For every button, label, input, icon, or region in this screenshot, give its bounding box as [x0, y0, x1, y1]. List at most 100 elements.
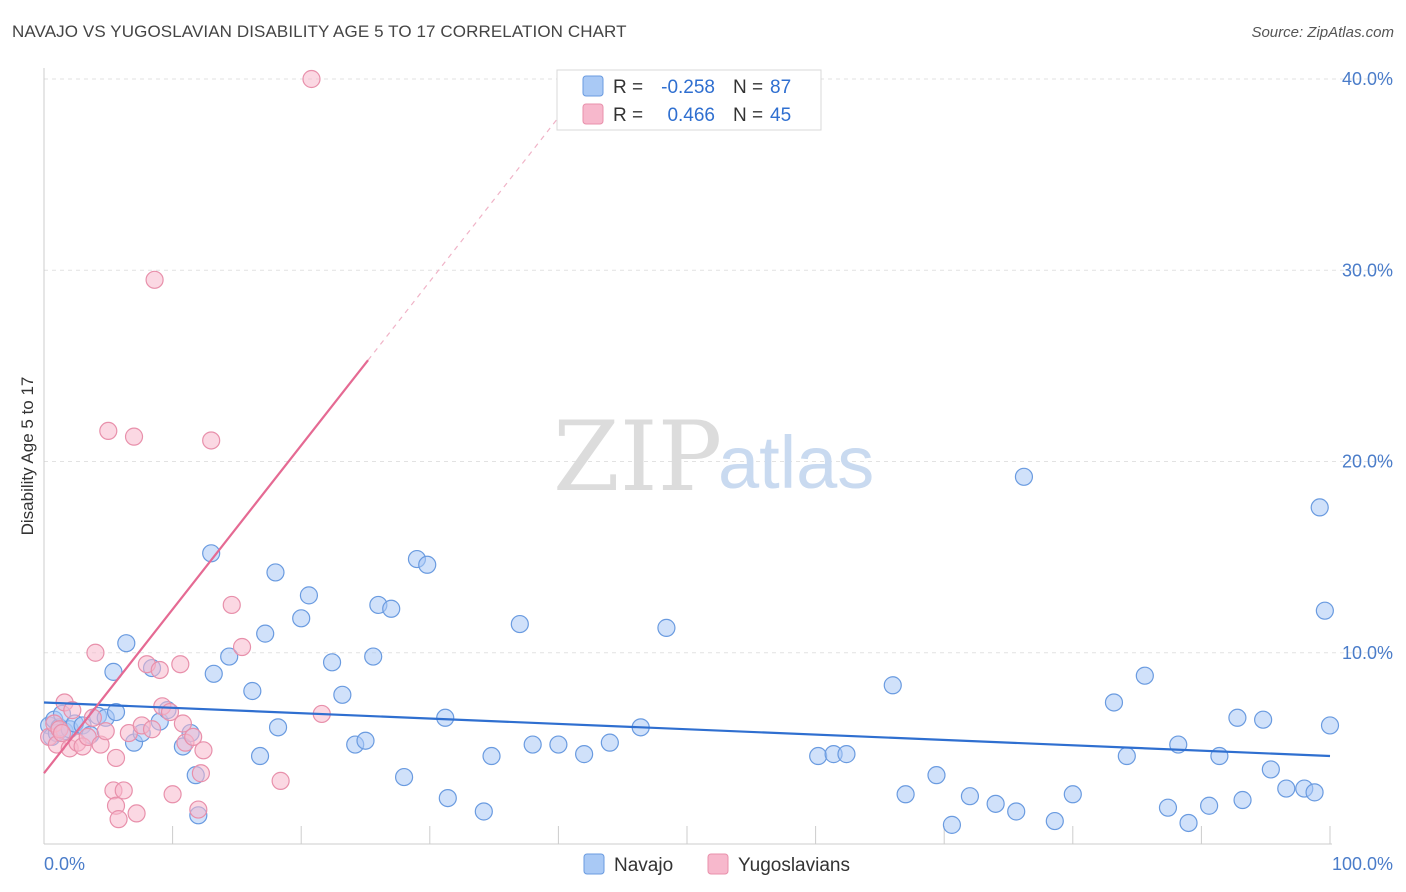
navajo-point: [418, 555, 437, 574]
navajo-point: [1261, 760, 1280, 779]
yugoslavian-point: [124, 427, 144, 446]
source-credit: Source: ZipAtlas.com: [1251, 24, 1394, 41]
navajo-point: [482, 746, 501, 766]
navajo-point: [960, 787, 980, 806]
navajo-point: [436, 708, 455, 727]
yugoslavian-point: [191, 764, 210, 783]
navajo-point: [220, 647, 239, 666]
yugoslavian-point: [194, 741, 213, 760]
yugoslavian-trend-extension: [367, 117, 559, 361]
yugoslavian-point: [173, 714, 192, 733]
navajo-point: [1104, 693, 1124, 712]
yugoslavian-point: [184, 727, 203, 747]
navajo-point: [1045, 811, 1064, 831]
navajo-point: [1014, 467, 1034, 486]
yugoslavian-point: [142, 720, 162, 739]
navajo-point: [438, 788, 457, 808]
y-tick-label: 40.0%: [1342, 69, 1393, 89]
axes: [43, 68, 1332, 845]
correlation-legend: R = -0.258 N = 87 R = 0.466 N = 45: [556, 69, 822, 131]
navajo-point: [1228, 708, 1247, 727]
navajo-point: [268, 718, 288, 737]
legend-r-value-yugoslavians: 0.466: [667, 105, 715, 126]
yugoslavian-point: [63, 701, 82, 720]
series-legend-label-navajo: Navajo: [614, 855, 673, 876]
legend-r-label-yugoslavians: R =: [613, 105, 643, 126]
navajo-point: [1063, 785, 1082, 804]
yugoslavian-point: [171, 655, 190, 674]
yugoslavian-point: [232, 637, 252, 657]
navajo-point: [510, 614, 529, 634]
navajo-point: [292, 609, 311, 628]
y-axis-label: Disability Age 5 to 17: [18, 377, 37, 536]
yugoslavian-point: [114, 781, 133, 800]
navajo-points: [40, 467, 1340, 834]
navajo-point: [356, 731, 375, 750]
yugoslavian-point: [202, 431, 221, 450]
navajo-trend-line: [43, 701, 1331, 758]
yugoslavian-point: [163, 785, 182, 804]
yugoslavian-point: [127, 804, 146, 823]
navajo-point: [382, 599, 401, 618]
navajo-point: [1277, 779, 1296, 798]
y-tick-label: 30.0%: [1342, 260, 1393, 280]
series-legend-swatch-navajo: [583, 853, 605, 875]
legend-r-value-navajo: -0.258: [661, 77, 715, 98]
navajo-point: [250, 746, 270, 766]
navajo-point: [1179, 813, 1198, 833]
yugoslavian-point: [271, 771, 290, 790]
navajo-point: [986, 794, 1005, 813]
yugoslavian-point: [145, 270, 164, 289]
navajo-point: [1315, 601, 1334, 620]
navajo-point: [104, 662, 123, 681]
x-tick-label: 100.0%: [1332, 854, 1393, 874]
navajo-point: [896, 785, 915, 804]
navajo-point: [927, 766, 946, 785]
x-tick-labels: 0.0% 100.0%: [44, 854, 1393, 874]
yugoslavian-point: [99, 421, 118, 440]
x-tick-label: 0.0%: [44, 854, 85, 874]
navajo-point: [1135, 666, 1154, 685]
navajo-point: [549, 735, 568, 754]
yugoslavian-point: [189, 800, 208, 819]
navajo-point: [1310, 498, 1329, 517]
navajo-point: [837, 745, 856, 764]
legend-swatch-yugoslavians: [582, 103, 604, 125]
gridlines: [44, 78, 1392, 654]
yugoslavian-point: [222, 595, 241, 615]
series-legend-label-yugoslavians: Yugoslavians: [738, 855, 850, 876]
navajo-point: [204, 664, 223, 683]
series-legend-swatch-yugoslavians: [707, 853, 729, 875]
yugoslavian-point: [52, 723, 72, 743]
y-tick-label: 10.0%: [1342, 643, 1393, 663]
navajo-point: [1233, 790, 1252, 810]
legend-n-value-navajo: 87: [770, 77, 791, 98]
legend-swatch-navajo: [582, 75, 604, 97]
navajo-point: [1305, 783, 1324, 802]
navajo-point: [809, 746, 828, 766]
navajo-point: [942, 815, 962, 834]
legend-r-label-navajo: R =: [613, 77, 643, 98]
y-tick-label: 20.0%: [1342, 452, 1393, 472]
navajo-point: [1117, 746, 1136, 766]
navajo-point: [394, 767, 414, 787]
navajo-point: [1320, 716, 1340, 735]
navajo-point: [333, 685, 352, 704]
legend-n-value-yugoslavians: 45: [770, 105, 791, 126]
watermark-atlas: atlas: [718, 421, 874, 504]
trend-lines: [43, 117, 1331, 774]
yugoslavian-point: [86, 643, 105, 662]
navajo-point: [256, 624, 275, 643]
yugoslavian-point: [106, 748, 126, 768]
chart-title: NAVAJO VS YUGOSLAVIAN DISABILITY AGE 5 T…: [12, 22, 627, 41]
yugoslavian-point: [302, 69, 321, 89]
watermark: ZIP atlas: [553, 401, 874, 513]
navajo-point: [299, 586, 319, 605]
navajo-point: [106, 702, 126, 722]
navajo-point: [600, 733, 619, 752]
legend-n-label-navajo: N =: [733, 77, 763, 98]
navajo-point: [1200, 796, 1219, 815]
navajo-point: [523, 735, 542, 754]
series-legend: Navajo Yugoslavians: [583, 853, 850, 876]
